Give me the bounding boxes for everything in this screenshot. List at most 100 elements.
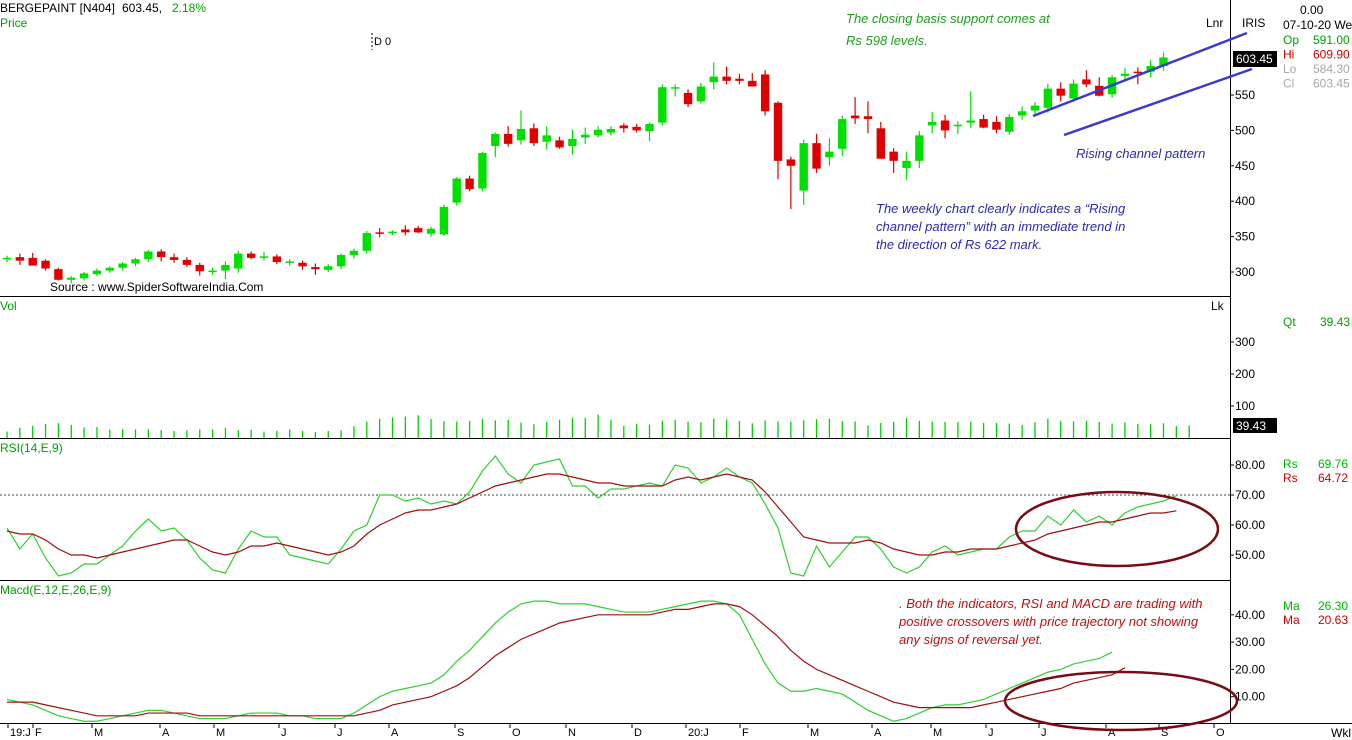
ohlc-value: 603.45 xyxy=(1313,77,1350,91)
candle-body xyxy=(542,135,551,142)
panel-frames xyxy=(0,0,1352,724)
iris-label: IRIS xyxy=(1242,16,1265,30)
candle-body xyxy=(401,229,410,233)
rsi-tick-label: 50.00 xyxy=(1235,548,1265,562)
candle-body xyxy=(915,135,924,161)
last-price-label: 603.45, xyxy=(122,1,162,15)
indicators-annotation: . Both the indicators, RSI and MACD are … xyxy=(898,596,1202,647)
weekly-annotation: The weekly chart clearly indicates a “Ri… xyxy=(876,201,1126,252)
candle-body xyxy=(632,126,641,131)
candle-body xyxy=(92,270,102,275)
top-value: 0.00 xyxy=(1300,3,1324,17)
candle-body xyxy=(953,124,963,127)
candle-body xyxy=(324,266,333,270)
indicator-value: 64.72 xyxy=(1318,471,1348,485)
x-tick-label: M xyxy=(94,727,103,739)
candle-body xyxy=(992,121,1001,130)
candle-body xyxy=(555,140,564,148)
channel-upper-line xyxy=(1032,31,1248,118)
cursor-label: D 0 xyxy=(374,36,391,48)
rsi-values: Rs 69.76 Rs 64.72 xyxy=(1283,457,1348,485)
macd-tick-label: 20.00 xyxy=(1235,662,1265,676)
candle-body xyxy=(221,264,230,271)
indicator-value: 26.30 xyxy=(1318,599,1348,613)
candle-body xyxy=(1017,111,1027,116)
ohlc-value: 609.90 xyxy=(1313,48,1350,62)
macd-line xyxy=(6,600,1113,722)
candle-body xyxy=(696,86,706,102)
candle-body xyxy=(606,128,616,133)
price-tick-label: 400 xyxy=(1235,194,1255,208)
candle-body xyxy=(54,269,63,280)
price-tick-label: 500 xyxy=(1235,123,1255,137)
support-annotation: The closing basis support comes at Rs 59… xyxy=(846,11,1051,48)
candle-body xyxy=(105,267,114,271)
support-line-1: The closing basis support comes at xyxy=(846,11,1051,26)
rsi-series xyxy=(6,455,1177,577)
macd-signal-line xyxy=(7,603,1126,717)
candle-body xyxy=(1082,79,1091,85)
x-tick-label: M xyxy=(216,727,225,739)
candle-body xyxy=(735,78,744,81)
source-label: Source : www.SpiderSoftwareIndia.Com xyxy=(50,280,263,294)
scale-mode-button[interactable]: Lnr xyxy=(1206,16,1223,30)
x-tick-label: S xyxy=(457,727,464,739)
rsi-panel-label: RSI(14,E,9) xyxy=(0,441,63,455)
x-tick-label: M xyxy=(933,727,942,739)
date-label: 07-10-20 We xyxy=(1283,18,1352,32)
indicators-line-3: any signs of reversal yet. xyxy=(899,632,1043,647)
x-tick-label: O xyxy=(1216,727,1225,739)
candle-body xyxy=(1120,73,1130,76)
candle-body xyxy=(67,277,76,280)
ohlc-label: Cl xyxy=(1283,77,1294,91)
candle-body xyxy=(529,128,539,144)
candle-body xyxy=(349,250,359,256)
candle-body xyxy=(568,138,577,146)
x-tick-label: F xyxy=(35,727,42,739)
candle-body xyxy=(465,178,474,190)
period-label: Wkl xyxy=(1331,726,1351,740)
ohlc-values: Op 591.00 Hi 609.90 Lo 584.30 Cl 603.45 xyxy=(1283,33,1350,91)
candle-body xyxy=(748,80,757,87)
x-tick-label: F xyxy=(742,727,749,739)
candle-body xyxy=(272,256,282,263)
volume-series xyxy=(6,414,1190,438)
channel-lower-line xyxy=(1063,67,1253,137)
candle-body xyxy=(838,119,847,149)
rsi-tick-label: 60.00 xyxy=(1235,518,1265,532)
vol-axis: 100 200 300 xyxy=(1230,335,1255,413)
rsi-tick-label: 70.00 xyxy=(1235,488,1265,502)
rsi-tick-label: 80.00 xyxy=(1235,458,1265,472)
candle-body xyxy=(671,87,680,89)
x-tick-label: N xyxy=(568,727,576,739)
candle-body xyxy=(799,143,808,191)
candle-body xyxy=(298,262,307,267)
rsi-highlight-ellipse xyxy=(1014,490,1220,568)
vol-tick-label: 100 xyxy=(1235,399,1255,413)
vol-tick-label: 200 xyxy=(1235,367,1255,381)
x-tick-label: A xyxy=(391,727,399,739)
candle-body xyxy=(169,257,179,260)
vol-value-text: 39.43 xyxy=(1236,419,1266,433)
indicator-label: Rs xyxy=(1283,471,1298,485)
weekly-line-2: channel pattern” with an immediate trend… xyxy=(876,219,1125,234)
candle-body xyxy=(439,206,449,235)
vol-qt-value: 39.43 xyxy=(1320,315,1350,329)
indicator-label: Ma xyxy=(1283,613,1300,627)
x-tick-label: A xyxy=(162,727,170,739)
candle-body xyxy=(1146,65,1155,72)
x-axis: 19:J F M A M J J A S O N D 20:J F M A M J J A S O xyxy=(7,724,1225,739)
candle-body xyxy=(246,253,256,258)
candle-body xyxy=(683,92,693,105)
x-tick-label: 20:J xyxy=(688,727,709,739)
x-tick-label: 19:J xyxy=(10,727,31,739)
vol-value-box xyxy=(1233,418,1277,433)
candle-body xyxy=(375,232,384,234)
candle-body xyxy=(966,120,975,123)
rising-channel xyxy=(1032,31,1253,137)
candle-body xyxy=(144,251,153,260)
candle-body xyxy=(234,253,243,269)
candle-body xyxy=(516,128,526,141)
weekly-line-3: the direction of Rs 622 mark. xyxy=(876,237,1042,252)
